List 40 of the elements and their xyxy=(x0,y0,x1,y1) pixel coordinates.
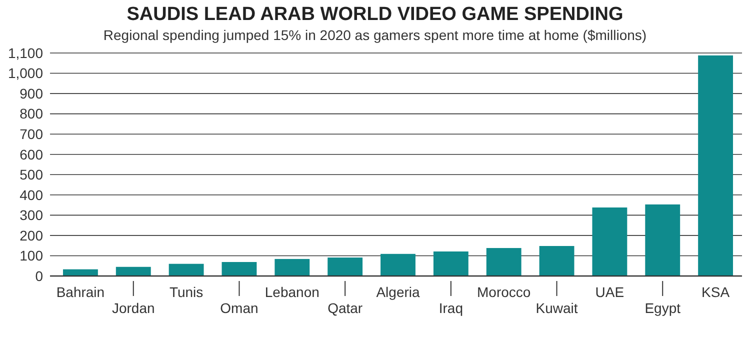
y-tick-label: 600 xyxy=(20,146,44,162)
y-tick-label: 400 xyxy=(20,186,44,203)
bar xyxy=(380,254,416,276)
bar xyxy=(592,207,628,276)
y-tick-label: 800 xyxy=(20,106,44,122)
bar xyxy=(116,266,151,276)
y-tick-label: 700 xyxy=(20,126,44,142)
bar xyxy=(645,204,680,276)
bar xyxy=(698,55,734,276)
x-tick-label: Qatar xyxy=(328,300,363,316)
y-tick-label: 900 xyxy=(20,85,44,102)
x-tick-label: UAE xyxy=(595,284,624,300)
x-tick-label: Oman xyxy=(220,300,258,316)
chart-title: SAUDIS LEAD ARAB WORLD VIDEO GAME SPENDING xyxy=(126,4,624,25)
x-tick-label: Lebanon xyxy=(264,284,320,300)
bar xyxy=(62,269,98,276)
x-tick-label: Morocco xyxy=(477,284,531,300)
x-tick-label: Bahrain xyxy=(56,284,105,300)
y-tick-label: 1,000 xyxy=(8,65,44,82)
y-tick-label: 500 xyxy=(20,166,44,183)
x-tick-label: Algeria xyxy=(376,284,420,300)
y-tick-label: 200 xyxy=(20,227,44,244)
x-tick-label: Egypt xyxy=(644,300,681,316)
y-tick-label: 1,100 xyxy=(8,44,44,61)
bar xyxy=(539,246,574,276)
bar xyxy=(168,264,204,276)
bar xyxy=(328,258,363,276)
y-tick-label: 0 xyxy=(35,268,44,284)
bar xyxy=(433,251,468,276)
x-tick-label: Tunis xyxy=(169,284,204,300)
bar xyxy=(486,248,522,276)
chart-subtitle: Regional spending jumped 15% in 2020 as gamers spent more time at home ($millions) xyxy=(103,27,647,43)
x-tick-label: Kuwait xyxy=(536,300,578,316)
y-tick-label: 300 xyxy=(20,207,44,224)
x-tick-label: Jordan xyxy=(112,300,155,316)
y-tick-label: 100 xyxy=(20,248,44,264)
x-tick-label: Iraq xyxy=(438,300,463,316)
bar xyxy=(274,258,310,276)
bar xyxy=(222,262,257,276)
x-tick-label: KSA xyxy=(702,284,730,300)
